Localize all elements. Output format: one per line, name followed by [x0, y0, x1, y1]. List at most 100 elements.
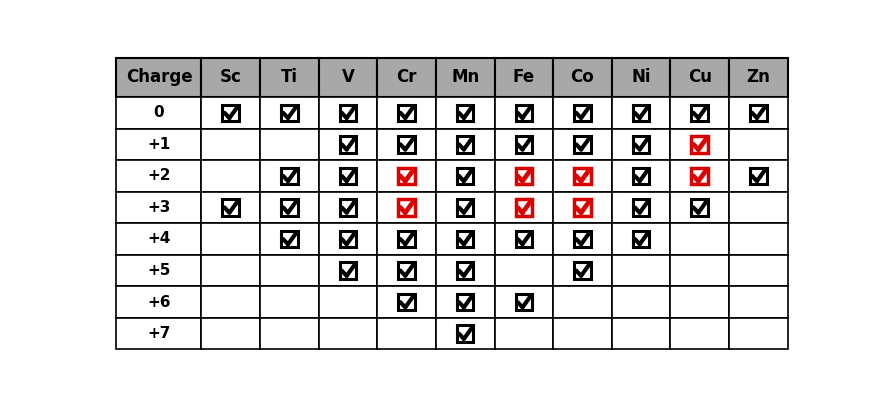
- FancyBboxPatch shape: [574, 136, 591, 152]
- Bar: [260, 223, 318, 255]
- Bar: [201, 318, 260, 349]
- FancyBboxPatch shape: [750, 104, 766, 121]
- Bar: [201, 255, 260, 286]
- Bar: [436, 192, 495, 223]
- Bar: [318, 286, 377, 318]
- Bar: [116, 192, 201, 223]
- Text: +1: +1: [147, 137, 170, 152]
- FancyBboxPatch shape: [281, 231, 297, 247]
- FancyBboxPatch shape: [399, 136, 415, 152]
- FancyBboxPatch shape: [340, 104, 356, 121]
- Bar: [116, 97, 201, 129]
- FancyBboxPatch shape: [574, 262, 591, 279]
- Text: +6: +6: [147, 295, 171, 310]
- Bar: [729, 192, 788, 223]
- Bar: [495, 286, 553, 318]
- Bar: [377, 58, 436, 97]
- FancyBboxPatch shape: [340, 262, 356, 279]
- FancyBboxPatch shape: [399, 199, 415, 216]
- Bar: [260, 286, 318, 318]
- FancyBboxPatch shape: [457, 262, 474, 279]
- Bar: [670, 192, 729, 223]
- Bar: [377, 318, 436, 349]
- FancyBboxPatch shape: [691, 136, 708, 152]
- FancyBboxPatch shape: [399, 168, 415, 184]
- Bar: [612, 255, 670, 286]
- Bar: [436, 286, 495, 318]
- Bar: [377, 160, 436, 192]
- Bar: [612, 192, 670, 223]
- FancyBboxPatch shape: [340, 199, 356, 216]
- FancyBboxPatch shape: [516, 231, 532, 247]
- FancyBboxPatch shape: [340, 136, 356, 152]
- Bar: [201, 192, 260, 223]
- FancyBboxPatch shape: [574, 231, 591, 247]
- FancyBboxPatch shape: [399, 231, 415, 247]
- FancyBboxPatch shape: [516, 168, 532, 184]
- Bar: [116, 160, 201, 192]
- Bar: [260, 192, 318, 223]
- FancyBboxPatch shape: [574, 199, 591, 216]
- Text: V: V: [341, 68, 355, 86]
- Bar: [670, 160, 729, 192]
- Text: Sc: Sc: [220, 68, 242, 86]
- Bar: [318, 223, 377, 255]
- Bar: [670, 286, 729, 318]
- Bar: [729, 58, 788, 97]
- Bar: [729, 129, 788, 160]
- Text: +5: +5: [147, 263, 170, 278]
- Bar: [318, 160, 377, 192]
- Bar: [116, 255, 201, 286]
- FancyBboxPatch shape: [750, 168, 766, 184]
- Bar: [729, 97, 788, 129]
- Bar: [612, 129, 670, 160]
- FancyBboxPatch shape: [632, 231, 649, 247]
- Bar: [495, 318, 553, 349]
- Text: 0: 0: [153, 105, 164, 120]
- Bar: [116, 58, 201, 97]
- Bar: [495, 97, 553, 129]
- FancyBboxPatch shape: [516, 199, 532, 216]
- FancyBboxPatch shape: [281, 199, 297, 216]
- Text: Zn: Zn: [746, 68, 770, 86]
- Bar: [377, 192, 436, 223]
- Bar: [729, 160, 788, 192]
- Bar: [260, 58, 318, 97]
- Bar: [318, 97, 377, 129]
- FancyBboxPatch shape: [399, 294, 415, 310]
- FancyBboxPatch shape: [457, 199, 474, 216]
- Bar: [612, 97, 670, 129]
- FancyBboxPatch shape: [340, 231, 356, 247]
- Bar: [201, 97, 260, 129]
- FancyBboxPatch shape: [574, 168, 591, 184]
- Bar: [201, 129, 260, 160]
- Bar: [729, 255, 788, 286]
- FancyBboxPatch shape: [281, 168, 297, 184]
- Bar: [436, 97, 495, 129]
- FancyBboxPatch shape: [632, 104, 649, 121]
- Bar: [377, 97, 436, 129]
- FancyBboxPatch shape: [691, 168, 708, 184]
- Bar: [612, 318, 670, 349]
- Bar: [377, 129, 436, 160]
- Bar: [377, 286, 436, 318]
- Bar: [495, 58, 553, 97]
- Bar: [553, 223, 612, 255]
- Bar: [729, 286, 788, 318]
- Bar: [260, 255, 318, 286]
- Text: Mn: Mn: [451, 68, 479, 86]
- Bar: [260, 318, 318, 349]
- Bar: [116, 286, 201, 318]
- Bar: [436, 255, 495, 286]
- Bar: [436, 160, 495, 192]
- FancyBboxPatch shape: [399, 262, 415, 279]
- Bar: [377, 223, 436, 255]
- FancyBboxPatch shape: [632, 168, 649, 184]
- Text: Ti: Ti: [280, 68, 298, 86]
- FancyBboxPatch shape: [516, 294, 532, 310]
- FancyBboxPatch shape: [691, 199, 708, 216]
- FancyBboxPatch shape: [457, 326, 474, 342]
- FancyBboxPatch shape: [457, 104, 474, 121]
- Bar: [729, 318, 788, 349]
- Bar: [260, 160, 318, 192]
